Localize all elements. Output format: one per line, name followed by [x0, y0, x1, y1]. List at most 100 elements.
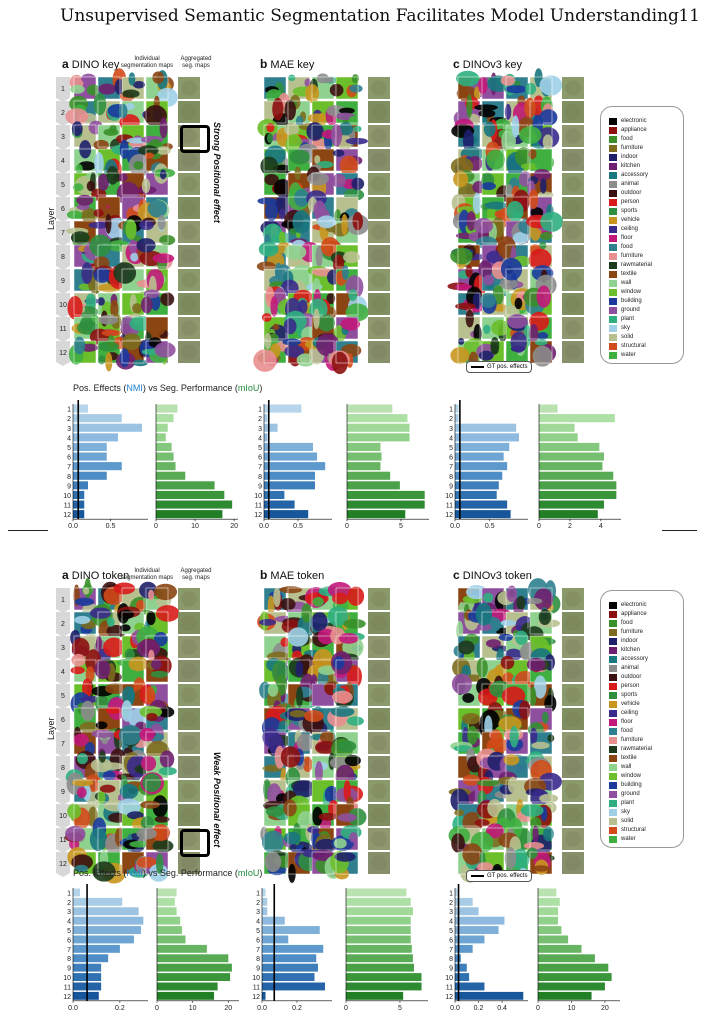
bar [156, 490, 225, 499]
agg-seg-map-thumbnail [178, 588, 200, 610]
bar-category-label: 5 [449, 928, 453, 935]
layer-number: 1 [61, 597, 65, 604]
legend-swatch [609, 827, 617, 834]
bar [264, 490, 285, 499]
legend-label: appliance [621, 611, 647, 617]
x-tick-label: 0.5 [106, 523, 116, 530]
layer-chevron: 10 [56, 293, 70, 318]
bar [539, 452, 604, 461]
layer-number: 11 [59, 326, 66, 333]
seg-map-thumbnail [330, 651, 362, 688]
seg-map-thumbnail [332, 681, 359, 708]
seg-map-thumbnail [261, 700, 297, 739]
legend-swatch [609, 629, 617, 636]
seg-map-thumbnail [475, 602, 512, 636]
agg-seg-map-thumbnail [562, 684, 584, 706]
bar [73, 935, 134, 944]
agg-seg-map-thumbnail [368, 612, 390, 634]
layer-chevron: 4 [56, 149, 70, 174]
bar [347, 423, 410, 432]
legend-swatch [609, 611, 617, 618]
bar-category-label: 11 [253, 984, 260, 991]
legend-swatch [609, 719, 617, 726]
layer-chevron: 11 [56, 317, 70, 342]
bar-category-label: 8 [258, 474, 262, 481]
seg-map-thumbnail [455, 286, 486, 318]
bar [455, 888, 458, 897]
legend-swatch [609, 154, 617, 161]
seg-map-thumbnail [89, 310, 122, 345]
legend-swatch [609, 163, 617, 170]
legend-label: rawmaterial [621, 746, 653, 752]
bar [264, 414, 268, 423]
bar [455, 414, 459, 423]
seg-map-thumbnail [498, 630, 529, 661]
agg-seg-map-thumbnail [368, 732, 390, 754]
legend-label: textile [621, 755, 637, 761]
seg-map-thumbnail [451, 673, 481, 707]
bar-category-label: 8 [67, 474, 71, 481]
bar [156, 462, 176, 471]
bar-category-label: 12 [445, 994, 453, 1001]
agg-seg-map-thumbnail [368, 77, 390, 99]
seg-map-thumbnail [113, 724, 148, 757]
bar [347, 510, 406, 519]
legend-swatch [609, 836, 617, 843]
bar-category-label: 5 [256, 928, 260, 935]
agg-seg-map-thumbnail [562, 804, 584, 826]
agg-seg-map-thumbnail [562, 636, 584, 658]
legend-swatch [609, 782, 617, 789]
bar [73, 888, 81, 897]
seg-map-thumbnail [331, 731, 359, 762]
bar-category-label: 12 [252, 994, 260, 1001]
seg-map-thumbnail [529, 727, 555, 755]
bar [262, 916, 285, 925]
legend-label: vehicle [621, 217, 640, 223]
bar [455, 490, 497, 499]
panel-label-top-c: c DINOv3 key [453, 57, 523, 71]
agg-seg-map-thumbnail [178, 756, 200, 778]
bar [539, 442, 600, 451]
seg-map-thumbnail [526, 847, 555, 875]
layer-chevron: 5 [56, 173, 70, 198]
bar [538, 963, 609, 972]
agg-seg-map-thumbnail [368, 852, 390, 874]
agg-seg-map-thumbnail [562, 852, 584, 874]
bar [73, 944, 120, 953]
seg-map-thumbnail [498, 817, 532, 857]
agg-seg-map-thumbnail [368, 245, 390, 267]
seg-map-thumbnail [332, 148, 363, 177]
bar-category-label: 8 [67, 956, 71, 963]
agg-seg-map-thumbnail [368, 660, 390, 682]
bar [455, 907, 479, 916]
legend-label: electronic [621, 602, 647, 608]
bar-chart: 0 10 20 [155, 888, 239, 1011]
bar [157, 935, 186, 944]
bar [157, 907, 177, 916]
seg-map-thumbnail [139, 337, 176, 365]
x-tick-label: 0.4 [497, 1005, 507, 1011]
agg-seg-map-thumbnail [562, 149, 584, 171]
seg-map-thumbnail [329, 74, 363, 100]
bar [264, 452, 318, 461]
legend-swatch [609, 298, 617, 305]
highlight-box-top [180, 125, 210, 153]
seg-map-thumbnail [139, 214, 176, 246]
agg-seg-map-thumbnail [178, 612, 200, 634]
bar [455, 991, 524, 1000]
legend-swatch [609, 343, 617, 350]
bar [262, 963, 318, 972]
indiv-seg-label-bottom: Individual segmentation maps [120, 568, 174, 581]
seg-map-thumbnail [66, 194, 98, 223]
bar [262, 944, 324, 953]
agg-seg-map-thumbnail [562, 125, 584, 147]
bar [346, 963, 414, 972]
seg-map-thumbnail [497, 189, 530, 228]
bar [346, 935, 411, 944]
agg-seg-map-thumbnail [562, 317, 584, 339]
bar [347, 490, 425, 499]
agg-seg-map-thumbnail [178, 197, 200, 219]
agg-seg-map-thumbnail [562, 101, 584, 123]
bar [156, 510, 223, 519]
